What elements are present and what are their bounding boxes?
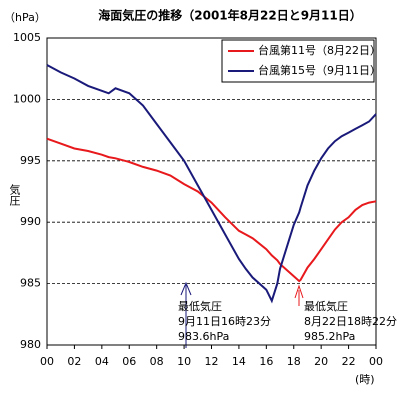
arrow <box>294 284 304 306</box>
x-tick-label: 22 <box>342 355 356 368</box>
x-tick-label: 14 <box>232 355 246 368</box>
y-tick-label: 1000 <box>13 92 41 105</box>
line <box>46 137 377 283</box>
annotation: 983.6hPa <box>178 330 229 343</box>
y-tick-label: 980 <box>20 338 41 351</box>
line <box>46 64 377 304</box>
y-tick-label: 1005 <box>13 31 41 44</box>
x-tick-label: 18 <box>287 355 301 368</box>
annotation: 985.2hPa <box>304 330 355 343</box>
annotation: 8月22日18時22分 <box>304 315 397 328</box>
x-tick-label: 04 <box>95 355 109 368</box>
legend-box <box>221 39 375 83</box>
chart-title: 海面気圧の推移（2001年8月22日と9月11日） <box>98 8 362 23</box>
plot-frame <box>46 37 377 346</box>
legend-label: 台風第11号（8月22日） <box>258 43 381 57</box>
y-tick-label: 985 <box>20 277 41 290</box>
arrow <box>180 281 192 348</box>
x-tick-label: 08 <box>150 355 164 368</box>
x-tick-label: 02 <box>67 355 81 368</box>
y-axis-label: 気圧 <box>8 183 21 207</box>
x-unit: (時) <box>355 373 375 386</box>
y-tick-label: 990 <box>20 215 41 228</box>
annotation: 最低気圧 <box>304 299 348 313</box>
x-tick-label: 20 <box>314 355 328 368</box>
x-tick-label: 16 <box>259 355 273 368</box>
x-tick-label: 00 <box>369 355 383 368</box>
x-tick-label: 10 <box>177 355 191 368</box>
annotation: 最低気圧 <box>178 299 222 313</box>
x-tick-label: 12 <box>205 355 219 368</box>
legend-label: 台風第15号（9月11日） <box>258 63 381 77</box>
x-tick-label: 00 <box>40 355 54 368</box>
y-tick-label: 995 <box>20 154 41 167</box>
y-unit: （hPa） <box>4 11 46 24</box>
annotation: 9月11日16時23分 <box>178 315 271 328</box>
x-tick-label: 06 <box>122 355 136 368</box>
